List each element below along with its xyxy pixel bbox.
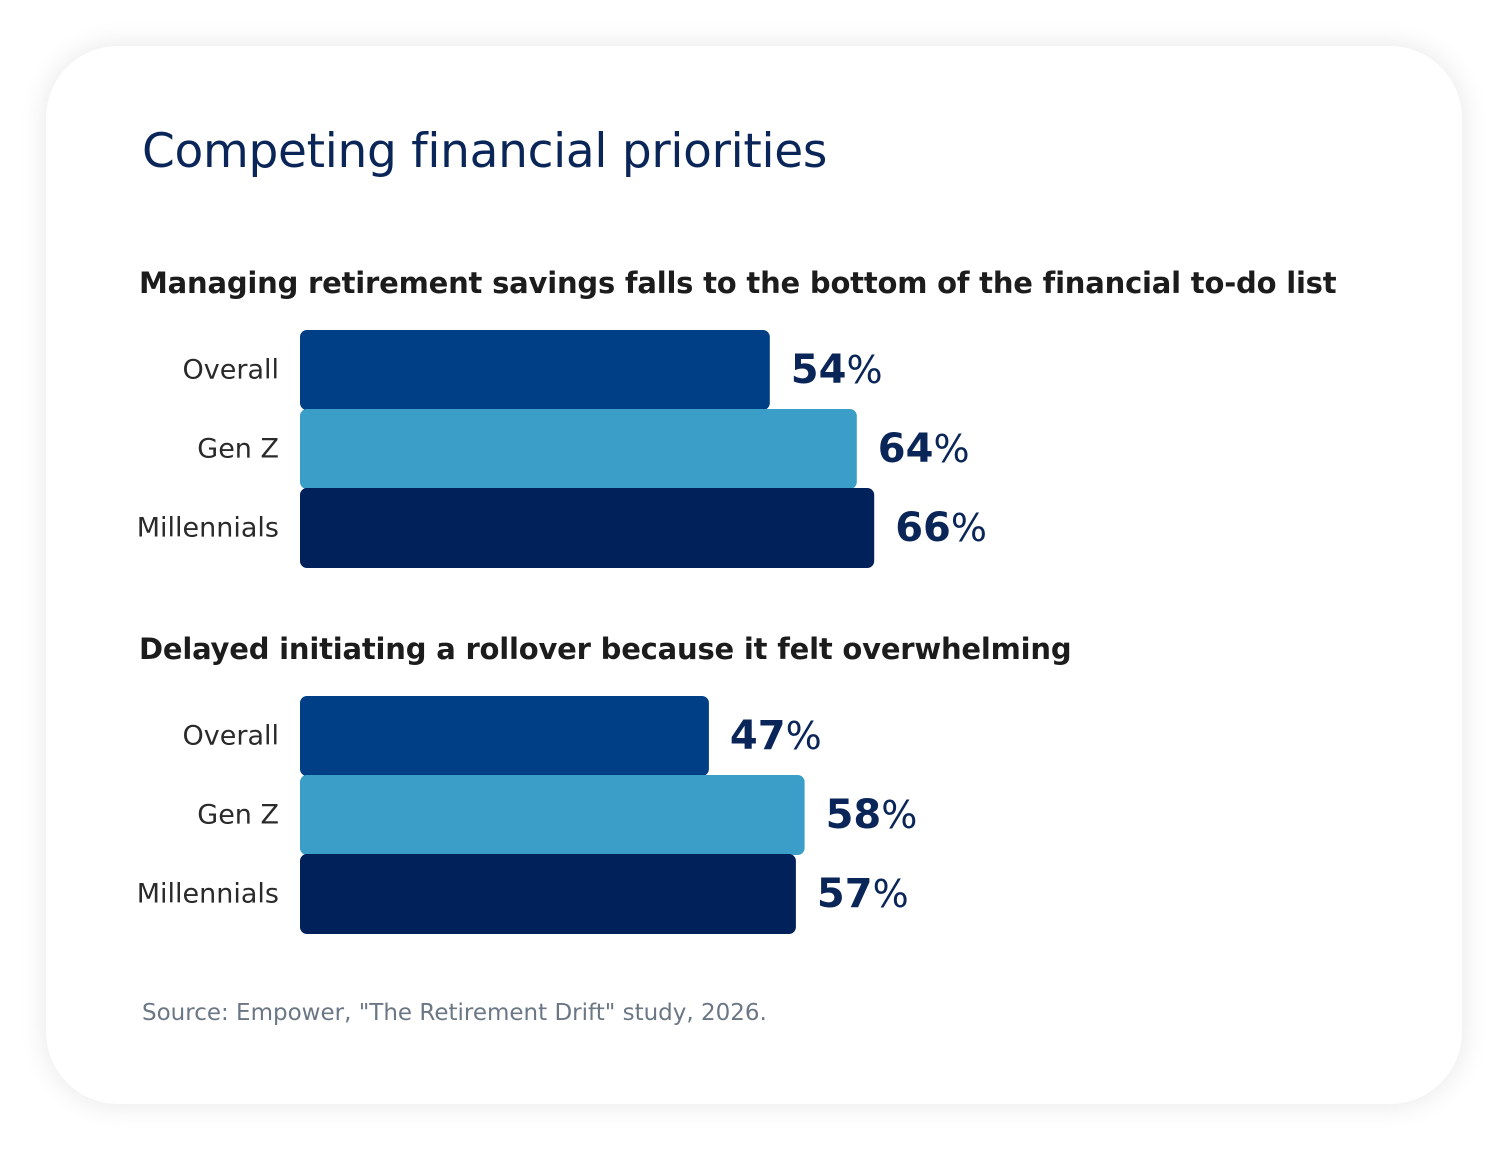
source-note: Source: Empower, "The Retirement Drift" … [142, 1000, 767, 1026]
value-label-overall: 47% [730, 713, 822, 759]
category-label-gen-z: Gen Z [197, 800, 279, 831]
bar-millennials [300, 488, 875, 568]
category-label-overall: Overall [183, 721, 280, 752]
bar-gen-z [300, 409, 857, 489]
value-label-gen-z: 64% [878, 426, 970, 472]
bar-chart-retirement-savings: Overall 54% Gen Z 64% Millennials 66% [137, 330, 987, 568]
page-title: Competing financial priorities [142, 124, 828, 179]
category-label-gen-z: Gen Z [197, 434, 279, 465]
section-2-title: Delayed initiating a rollover because it… [139, 632, 1072, 666]
bar-chart-rollover-delay: Overall 47% Gen Z 58% Millennials 57% [137, 696, 918, 934]
bar-gen-z [300, 775, 805, 855]
section-1-title: Managing retirement savings falls to the… [139, 266, 1337, 300]
value-label-overall: 54% [791, 347, 883, 393]
category-label-millennials: Millennials [137, 879, 279, 910]
value-label-gen-z: 58% [826, 792, 918, 838]
bar-overall [300, 696, 709, 776]
value-label-millennials: 57% [817, 871, 909, 917]
category-label-overall: Overall [183, 355, 280, 386]
value-label-millennials: 66% [895, 505, 987, 551]
bar-millennials [300, 854, 796, 934]
bar-overall [300, 330, 770, 410]
category-label-millennials: Millennials [137, 513, 279, 544]
